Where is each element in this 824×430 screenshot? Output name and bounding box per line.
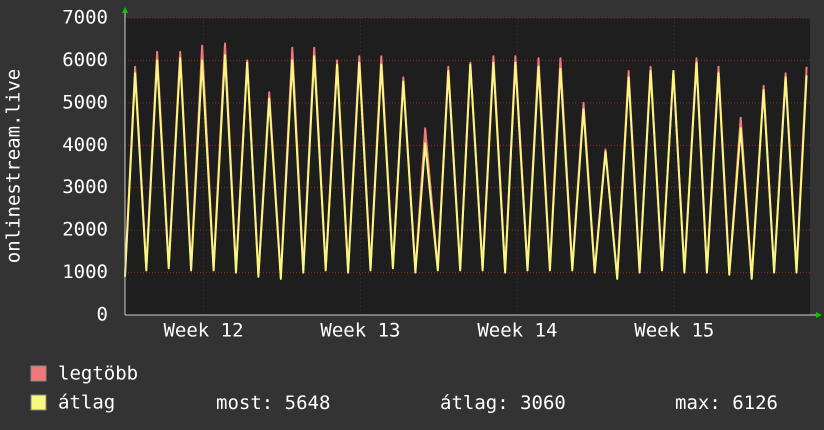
x-tick-label: Week 13 [320,320,400,342]
stat-label: max: [675,392,721,414]
stat-label: most: [216,392,273,414]
x-tick-label: Week 14 [477,320,557,342]
stat: átlag: 3060 [440,392,566,414]
stat-value: 3060 [520,392,566,414]
legend-swatch [30,394,47,411]
y-tick-label: 1000 [62,261,108,283]
y-tick-label: 0 [97,304,108,326]
y-tick-label: 3000 [62,176,108,198]
legend-label: átlag [58,392,115,414]
y-axis-label: onlinestream.live [3,69,25,263]
stat-value: 6126 [732,392,778,414]
stat: max: 6126 [675,392,778,414]
y-tick-label: 7000 [62,7,108,29]
series-line [124,54,808,280]
legend-swatch [30,365,47,382]
axis-arrow [816,312,822,318]
stat-label: átlag: [440,392,509,414]
legend: legtöbb átlag most: 5648 átlag: 3060 max… [30,363,778,414]
y-tick-label: 5000 [62,91,108,113]
legend-label: legtöbb [58,363,138,385]
y-tick-label: 2000 [62,219,108,241]
x-tick-label: Week 12 [163,320,243,342]
stat: most: 5648 [216,392,330,414]
y-tick-label: 4000 [62,134,108,156]
x-tick-label: Week 15 [634,320,714,342]
y-tick-label: 6000 [62,49,108,71]
stat-value: 5648 [285,392,331,414]
axis-arrow [122,7,128,13]
lines [124,42,808,280]
